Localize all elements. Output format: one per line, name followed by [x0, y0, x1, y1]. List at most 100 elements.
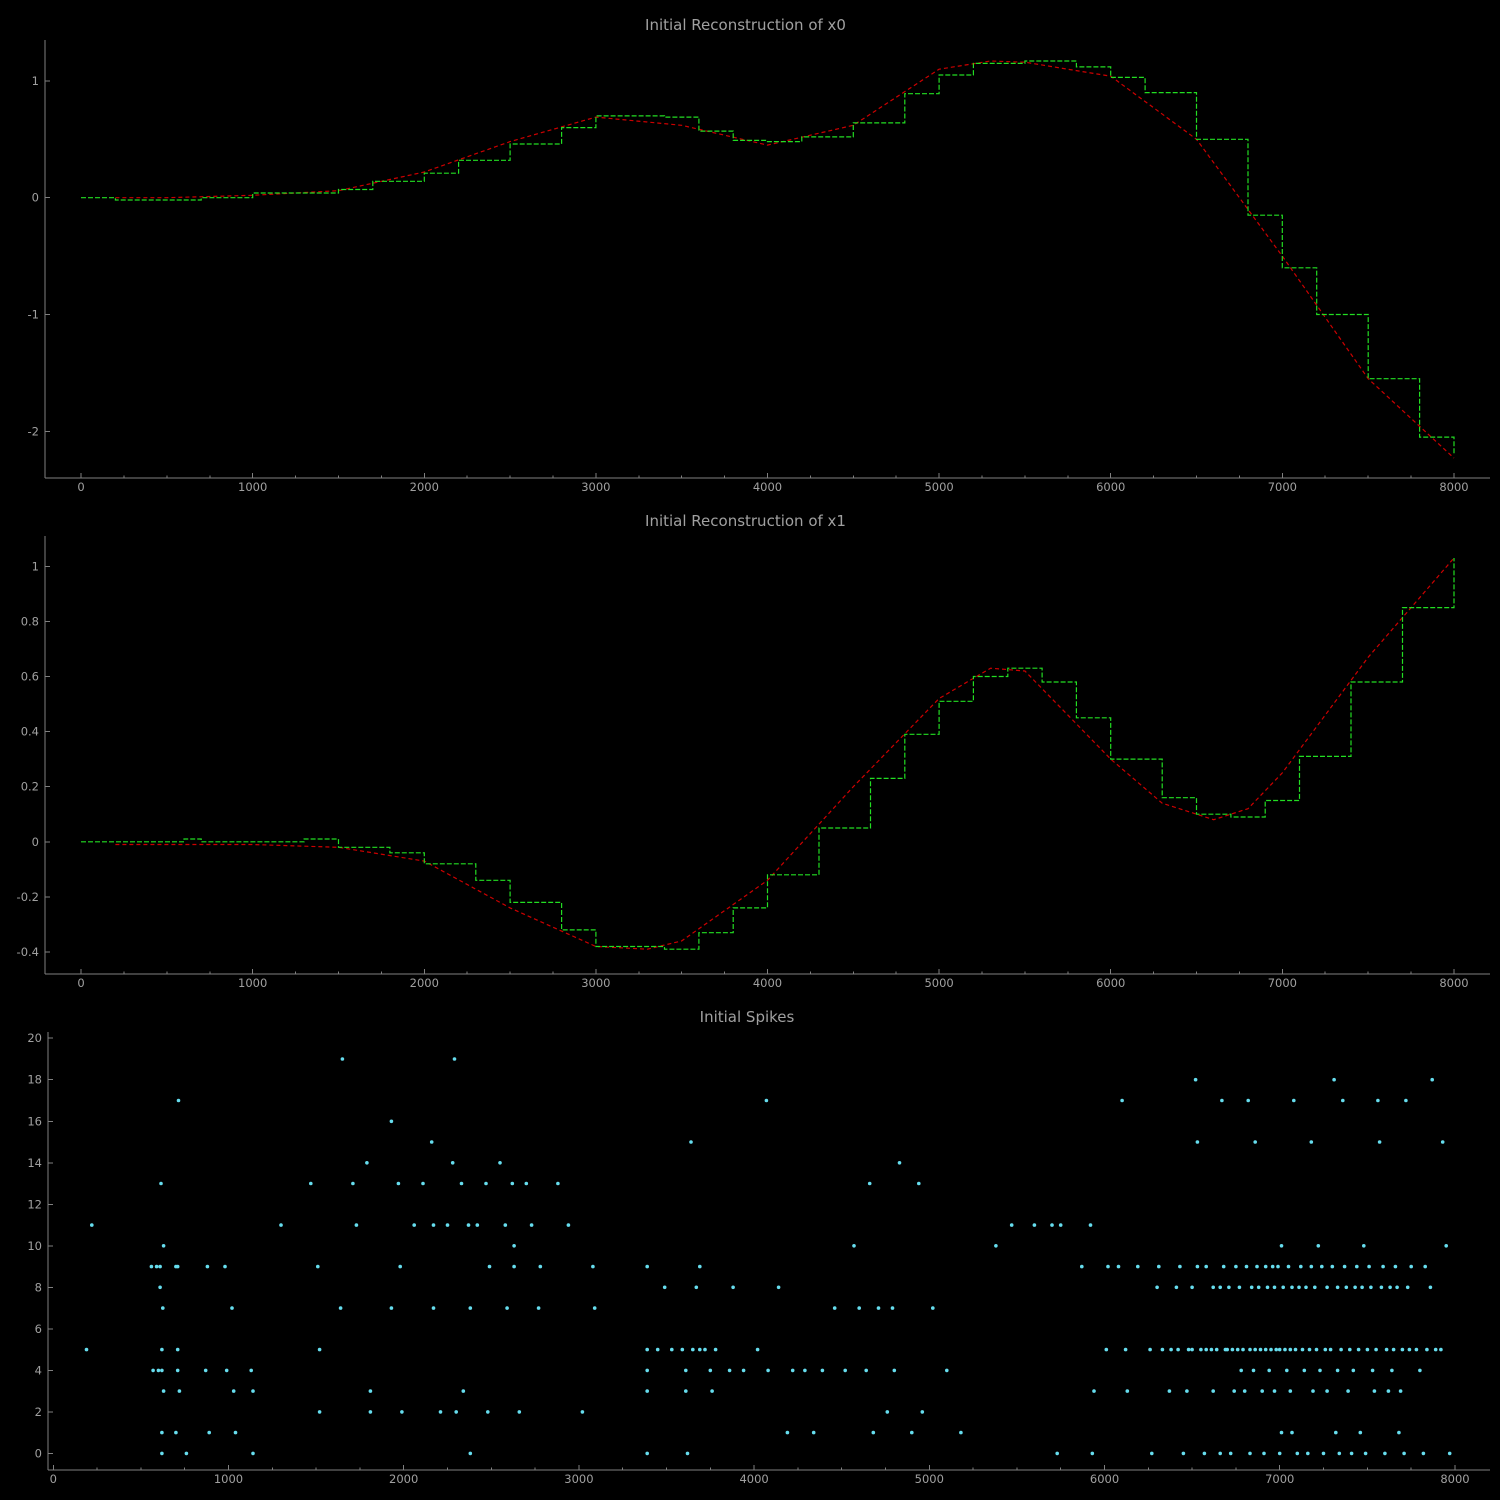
spike-point — [1211, 1285, 1215, 1290]
x-tick-label: 4000 — [739, 1472, 768, 1486]
spike-point — [1251, 1368, 1256, 1373]
spike-point — [1335, 1368, 1340, 1373]
spike-point — [156, 1368, 161, 1373]
spike-point — [1253, 1347, 1257, 1352]
spike-point — [1190, 1347, 1194, 1352]
y-tick-label: 12 — [27, 1197, 42, 1211]
spike-point — [1120, 1098, 1124, 1103]
spike-point — [231, 1389, 236, 1393]
spike-point — [1306, 1451, 1310, 1456]
spike-point — [1241, 1347, 1245, 1352]
spike-point — [1418, 1368, 1422, 1373]
spike-point — [1330, 1264, 1335, 1269]
spike-point — [1320, 1264, 1324, 1269]
spike-point — [645, 1451, 649, 1456]
spike-point — [1314, 1347, 1319, 1352]
spike-point — [785, 1430, 790, 1435]
spike-point — [1088, 1223, 1093, 1227]
spike-point — [1186, 1347, 1191, 1352]
spike-point — [1244, 1264, 1249, 1269]
spike-point — [1374, 1347, 1378, 1352]
spike-point — [484, 1181, 488, 1186]
spike-point — [1279, 1244, 1284, 1248]
y-tick-label: 18 — [27, 1073, 42, 1087]
spike-point — [1235, 1347, 1240, 1352]
spike-point — [1367, 1264, 1371, 1269]
spike-point — [1376, 1098, 1380, 1103]
spike-point — [764, 1098, 769, 1103]
spike-point — [1337, 1451, 1342, 1456]
spike-point — [1209, 1347, 1214, 1352]
spike-point — [1369, 1285, 1373, 1290]
spike-point — [1342, 1264, 1347, 1269]
y-tick-label: -2 — [28, 424, 39, 438]
spike-point — [1286, 1264, 1291, 1269]
y-tick-label: -0.2 — [17, 890, 39, 904]
spike-point — [1398, 1389, 1403, 1393]
spike-point — [1304, 1285, 1308, 1290]
spike-point — [703, 1347, 707, 1352]
x-tick-label: 8000 — [1439, 480, 1468, 494]
spike-point — [1358, 1430, 1363, 1435]
y-tick-label: -1 — [28, 307, 39, 321]
spike-point — [790, 1368, 795, 1373]
spike-point — [1349, 1451, 1354, 1456]
series-reference-line — [115, 557, 1455, 950]
spike-point — [1104, 1347, 1109, 1352]
series-reconstruction-line — [81, 60, 1455, 455]
spike-point — [1058, 1223, 1063, 1227]
spike-point — [1270, 1264, 1275, 1269]
spike-point — [920, 1410, 925, 1414]
spike-point — [1309, 1264, 1314, 1269]
spike-point — [84, 1347, 89, 1352]
spike-point — [662, 1285, 667, 1290]
spike-point — [1360, 1285, 1364, 1290]
spike-point — [910, 1430, 914, 1435]
x-tick-label: 5000 — [915, 1472, 944, 1486]
spike-point — [1263, 1264, 1268, 1269]
spike-point — [317, 1347, 322, 1352]
spike-point — [1237, 1285, 1242, 1290]
spike-point — [452, 1057, 457, 1061]
spike-point — [670, 1347, 674, 1352]
spike-point — [1256, 1285, 1261, 1290]
spike-point — [1383, 1451, 1387, 1456]
spike-point — [1214, 1347, 1219, 1352]
spike-point — [1221, 1264, 1226, 1269]
spike-point — [1106, 1264, 1110, 1269]
spike-point — [412, 1223, 417, 1227]
spike-point — [713, 1347, 718, 1352]
spike-point — [158, 1285, 162, 1290]
spike-point — [1116, 1264, 1121, 1269]
x-tick-label: 2000 — [389, 1472, 418, 1486]
spike-point — [487, 1264, 492, 1269]
spike-point — [1409, 1264, 1413, 1269]
spike-point — [1407, 1347, 1412, 1352]
spike-point — [251, 1451, 255, 1456]
spike-point — [694, 1285, 699, 1290]
spike-point — [160, 1368, 164, 1373]
spike-point — [1148, 1347, 1152, 1352]
spike-point — [1323, 1347, 1328, 1352]
x-tick-label: 8000 — [1440, 1472, 1469, 1486]
spike-point — [1363, 1451, 1368, 1456]
spike-point — [400, 1410, 404, 1414]
spike-point — [857, 1306, 861, 1310]
spike-point — [897, 1161, 902, 1165]
x-tick-label: 4000 — [753, 976, 782, 990]
spike-point — [710, 1389, 714, 1393]
spike-point — [1439, 1347, 1443, 1352]
spike-point — [1174, 1285, 1179, 1290]
spike-point — [475, 1223, 480, 1227]
spike-point — [1279, 1430, 1284, 1435]
spike-point — [1260, 1389, 1264, 1393]
spike-point — [1242, 1389, 1247, 1393]
spike-point — [161, 1306, 165, 1310]
spike-point — [160, 1430, 164, 1435]
x-tick-label: 7000 — [1268, 976, 1297, 990]
spike-point — [1160, 1347, 1165, 1352]
spike-point — [205, 1264, 210, 1269]
spike-point — [655, 1347, 660, 1352]
spike-point — [1425, 1347, 1429, 1352]
y-tick-label: 6 — [35, 1322, 42, 1336]
